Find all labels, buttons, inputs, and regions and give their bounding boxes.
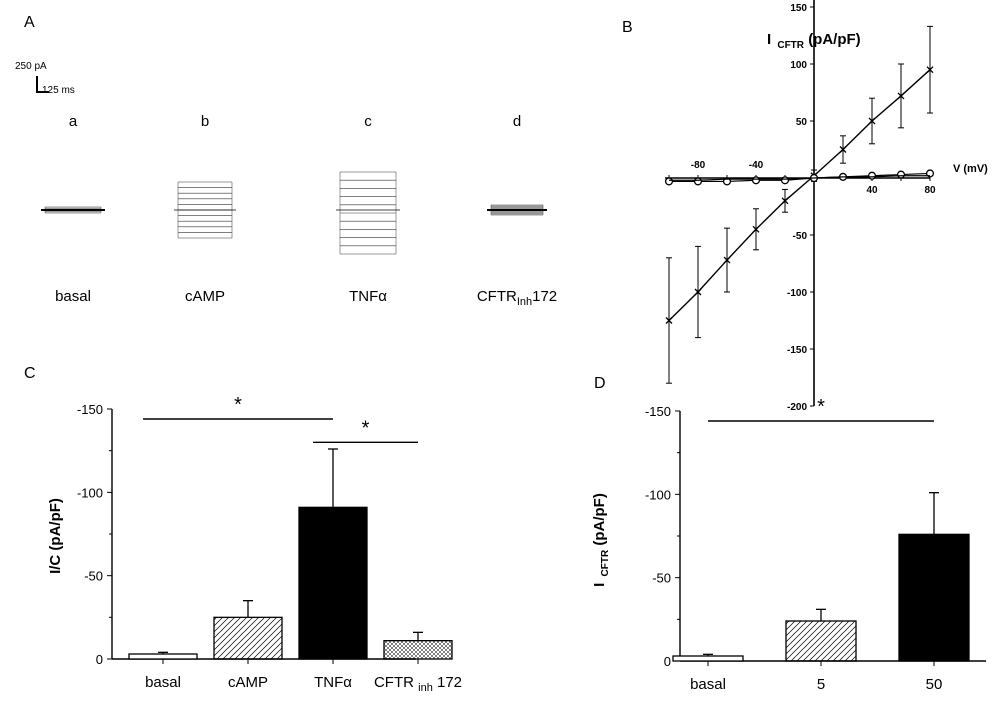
- series-0-point: [665, 317, 673, 324]
- panel-b-xlabel: V (mV): [953, 163, 988, 175]
- bar-tnf-: [298, 506, 368, 660]
- trace-label-b: cAMP: [185, 288, 225, 305]
- panel-b-title: I CFTR (pA/pF): [767, 31, 861, 52]
- x-tick-label: 40: [866, 185, 878, 196]
- trace-label-c: TNFα: [349, 288, 387, 305]
- series-0-point: [723, 256, 731, 264]
- panel-c-bar-chart: C I/C (pA/pF) 0 -50 -100 -150 basal cAMP TNFα C…: [24, 365, 462, 694]
- x-tick-label: cAMP: [228, 674, 268, 691]
- y-tick-label: -150: [787, 345, 807, 356]
- bar-chart-c: 0 -50 -100 -150 basal cAMP TNFα CFTR inh 172 * *: [77, 394, 462, 694]
- series-0-point: [868, 117, 876, 125]
- scale-current-label: 250 pA: [15, 61, 47, 72]
- y-tick-label: 50: [796, 117, 808, 128]
- panel-d-ylabel: I CFTR (pA/pF): [591, 493, 612, 587]
- trace-letter-b: b: [201, 113, 209, 130]
- x-tick-label: 5: [817, 676, 825, 693]
- series-0-point: [694, 288, 702, 296]
- panel-a-traces: A 250 pA 125 ms a basal b cAMP c TNFα d CFTRInh…: [15, 14, 557, 308]
- panel-c-ylabel: I/C (pA/pF): [47, 498, 64, 574]
- y-tick-label: -100: [787, 288, 807, 299]
- y-tick-label: -150: [77, 402, 103, 417]
- series-0-point: [839, 146, 847, 153]
- series-1-point: [867, 171, 877, 180]
- trace-label-a: basal: [55, 288, 91, 305]
- bar-5: [785, 620, 857, 662]
- x-tick-label: CFTR inh 172: [374, 674, 462, 694]
- x-tick-label: -80: [691, 160, 706, 171]
- traces-group: a basal b cAMP c TNFα d CFTRInh172: [41, 113, 557, 308]
- panel-c-letter: C: [24, 365, 36, 382]
- significance-star: *: [234, 394, 242, 416]
- x-tick-label: 80: [924, 185, 936, 196]
- y-tick-label: -100: [645, 487, 671, 502]
- trace-label-d: CFTRInh172: [477, 288, 557, 308]
- y-tick-label: 100: [790, 60, 807, 71]
- panel-a-letter: A: [24, 14, 35, 31]
- series-1-point: [780, 176, 790, 185]
- x-tick-label: basal: [145, 674, 181, 691]
- significance-star: *: [817, 396, 825, 418]
- y-tick-label: -200: [787, 402, 807, 413]
- series-1-point: [896, 170, 906, 179]
- y-tick-label: 0: [96, 652, 103, 667]
- x-tick-label: TNFα: [314, 674, 352, 691]
- bar-camp: [213, 616, 283, 660]
- bar-basal: [128, 653, 198, 660]
- y-tick-label: -50: [652, 571, 671, 586]
- scale-bar: [36, 76, 49, 93]
- x-tick-label: basal: [690, 676, 726, 693]
- y-tick-label: -100: [77, 485, 103, 500]
- panel-b-letter: B: [622, 19, 633, 36]
- bar-50: [898, 533, 970, 662]
- y-tick-label: 150: [790, 3, 807, 14]
- bar-chart-d: 0 -50 -100 -150 basal 5 50 *: [645, 396, 986, 693]
- x-tick-label: 50: [926, 676, 943, 693]
- y-tick-label: -50: [793, 231, 808, 242]
- series-1-point: [664, 177, 674, 186]
- series-0-point: [897, 92, 905, 100]
- y-tick-label: -150: [645, 404, 671, 419]
- panel-d-letter: D: [594, 375, 606, 392]
- y-tick-label: -50: [84, 569, 103, 584]
- series-0-point: [781, 197, 789, 205]
- panel-d-bar-chart: D I CFTR (pA/pF) 0 -50 -100 -150 basal 5 50 *: [591, 375, 986, 693]
- x-tick-label: -40: [749, 160, 764, 171]
- trace-letter-c: c: [364, 113, 372, 130]
- series-0-line: [668, 69, 931, 321]
- series-0-point: [752, 225, 760, 233]
- panel-b-iv-plot: B I CFTR (pA/pF) V (mV) -80 -40 40 80 -200 -1…: [622, 0, 988, 413]
- series-1-point: [751, 176, 761, 185]
- y-tick-label: 0: [664, 654, 671, 669]
- trace-letter-a: a: [69, 113, 78, 130]
- scale-time-label: 125 ms: [42, 85, 75, 96]
- series-1-point: [693, 177, 703, 186]
- significance-star: *: [362, 417, 370, 439]
- bar-cftr: [383, 640, 453, 660]
- trace-letter-d: d: [513, 113, 521, 130]
- bar-basal: [672, 655, 744, 662]
- series-2-line: [669, 175, 930, 181]
- series-0-point: [926, 66, 934, 74]
